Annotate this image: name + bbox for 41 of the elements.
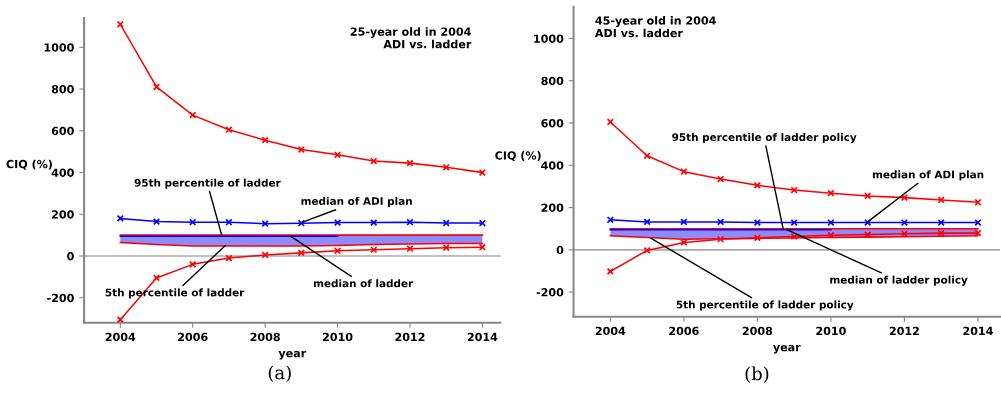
y-tick-label: 400: [541, 161, 564, 170]
y-tick-label: 200: [541, 203, 564, 212]
text: (a): [268, 365, 291, 382]
x-tick-label: 2006: [669, 326, 699, 336]
annotation: 95th percentile of ladder policy: [672, 133, 857, 144]
annotation: 45-year old in 2004 ADI vs. ladder: [594, 16, 716, 38]
x-tick-label: 2008: [250, 332, 280, 342]
y-axis-title: CIQ (%): [495, 151, 541, 162]
annotation: 95th percentile of ladder: [134, 178, 281, 189]
y-tick-label: 200: [52, 210, 74, 219]
x-tick-label: 2012: [889, 326, 919, 336]
y-tick-label: 400: [51, 168, 74, 177]
y-tick-label: 1000: [534, 34, 564, 43]
x-tick-label: 2004: [595, 326, 626, 336]
annotation: 25-year old in 2004 ADI vs. ladder: [350, 27, 472, 49]
annotation: median of ADI plan: [872, 170, 984, 181]
annotation: median of ADI plan: [301, 196, 412, 207]
x-tick-label: 2010: [816, 326, 846, 336]
x-axis-title: year: [278, 350, 307, 360]
x-tick-label: 2006: [178, 332, 208, 342]
x-axis-title: year: [773, 344, 801, 354]
y-axis-title: CIQ (%): [6, 159, 52, 170]
y-tick-label: -200: [47, 293, 74, 303]
y-tick-label: 600: [541, 119, 564, 128]
y-tick-label: -200: [536, 288, 564, 297]
text: (b): [745, 366, 769, 383]
x-tick-label: 2012: [395, 332, 425, 342]
x-tick-label: 2014: [963, 326, 993, 336]
y-tick-label: 0: [556, 245, 564, 255]
y-tick-label: 0: [67, 251, 74, 261]
y-tick-label: 600: [51, 126, 74, 136]
x-tick-label: 2014: [467, 332, 498, 342]
y-tick-label: 800: [541, 76, 564, 86]
x-tick-label: 2010: [322, 332, 353, 342]
y-tick-label: 800: [51, 84, 74, 94]
annotation: median of ladder: [313, 279, 414, 288]
annotation: 5th percentile of ladder policy: [676, 300, 854, 311]
x-tick-label: 2008: [742, 326, 773, 336]
annotation: median of ladder policy: [830, 275, 968, 286]
y-tick-label: 1000: [44, 43, 74, 52]
x-tick-label: 2004: [105, 332, 136, 342]
